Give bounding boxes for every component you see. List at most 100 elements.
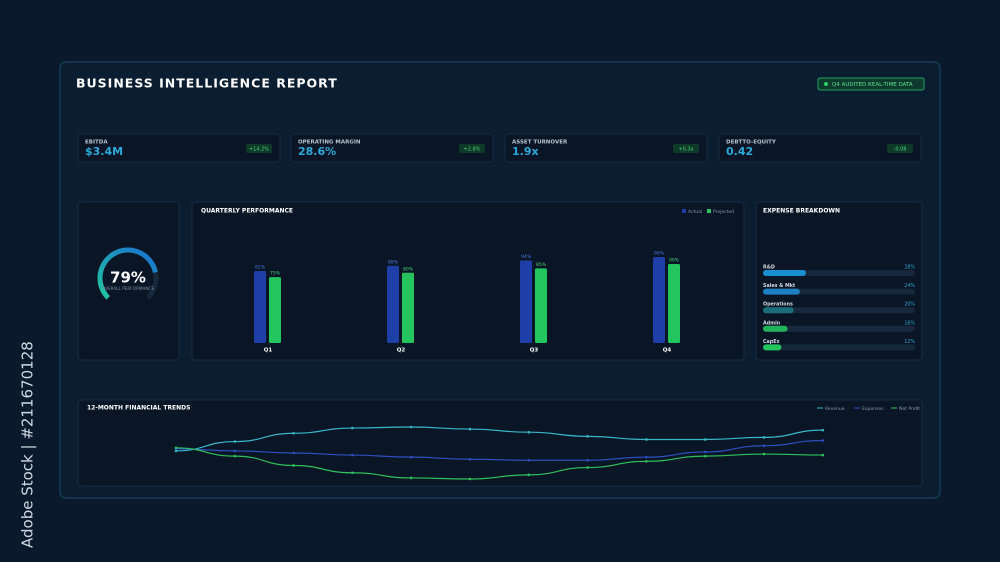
trend-point — [821, 453, 825, 457]
bar-label: 85% — [536, 262, 547, 268]
bar — [653, 257, 665, 343]
bar-label: 94% — [521, 254, 532, 260]
kpi-label: ASSET TURNOVER — [512, 140, 568, 146]
trend-point — [703, 438, 707, 441]
trend-point — [351, 426, 354, 430]
trend-point — [468, 477, 472, 481]
kpi-change: -0.08 — [894, 146, 907, 152]
x-tick-label: Q1 — [264, 348, 273, 354]
trend-point — [174, 449, 178, 453]
legend-swatch — [682, 209, 686, 213]
kpi-change: +0.3x — [678, 146, 693, 152]
bar-track — [763, 307, 915, 314]
trend-point — [645, 455, 648, 459]
bar — [402, 272, 414, 343]
bar — [763, 270, 806, 276]
chart-title: 12-MONTH FINANCIAL TRENDS — [87, 405, 190, 412]
bar — [763, 325, 788, 332]
chart-title: QUARTERLY PERFORMANCE — [201, 208, 293, 215]
trend-point — [292, 451, 295, 455]
bar — [269, 277, 281, 343]
trend-point — [527, 458, 531, 462]
trend-point — [233, 454, 237, 458]
category-label: CapEx — [763, 339, 780, 345]
trend-point — [586, 458, 589, 462]
x-tick-label: Q4 — [663, 348, 672, 354]
trend-point — [233, 440, 237, 443]
trend-point — [703, 454, 707, 458]
kpi-value: 1.9x — [512, 145, 539, 158]
kpi-change-bg — [246, 144, 272, 153]
badge — [817, 77, 925, 91]
value-label: 24% — [904, 283, 915, 289]
kpi-label: OPERATING MARGIN — [298, 140, 361, 146]
bar-label: 90% — [669, 258, 680, 264]
value-label: 16% — [904, 320, 915, 326]
bar-label: 75% — [270, 271, 281, 277]
badge-dot — [824, 82, 828, 86]
trend-point — [409, 425, 413, 429]
bar — [668, 264, 680, 343]
trend-point — [762, 452, 766, 456]
bar — [254, 271, 266, 343]
bar-label: 82% — [255, 265, 266, 271]
bar-label: 80% — [403, 266, 414, 272]
kpi-card — [77, 133, 281, 163]
trend-point — [409, 455, 413, 459]
trend-point — [821, 439, 825, 442]
kpi-card — [290, 133, 494, 163]
trend-point — [233, 449, 237, 453]
bar-label: 88% — [388, 259, 399, 265]
trend-point — [409, 476, 413, 480]
report-title: BUSINESS INTELLIGENCE REPORT — [76, 76, 338, 91]
kpi-card — [718, 133, 922, 163]
category-label: Admin — [763, 320, 781, 326]
gauge-card — [77, 201, 180, 361]
kpi-value: 0.42 — [726, 145, 753, 158]
trend-point — [821, 428, 825, 432]
category-label: Operations — [763, 302, 793, 308]
chart-title: EXPENSE BREAKDOWN — [763, 208, 840, 215]
expense-card — [755, 201, 923, 361]
trend-line — [175, 426, 823, 452]
x-tick-label: Q2 — [397, 348, 406, 354]
gauge-label: OVERALL PERFORMANCE — [102, 286, 155, 291]
kpi-label: DEBTTO-EQUITY — [726, 140, 777, 146]
bar — [520, 260, 532, 343]
legend-label: Revenue — [825, 406, 845, 412]
badge-text: Q4 AUDITED REAL-TIME DATA — [832, 82, 913, 88]
trend-point — [468, 457, 472, 461]
trend-point — [292, 431, 295, 435]
trend-point — [527, 473, 531, 477]
legend-swatch — [707, 209, 711, 213]
bar-label: 98% — [654, 251, 665, 257]
kpi-change: +2.8% — [464, 146, 481, 152]
bar — [535, 268, 547, 343]
bar-track — [763, 325, 915, 332]
trend-point — [292, 464, 295, 467]
trend-point — [351, 453, 354, 457]
legend-label: Net Profit — [899, 406, 920, 412]
trend-point — [351, 471, 354, 475]
value-label: 12% — [904, 339, 915, 345]
watermark: Adobe Stock | #211670128 — [19, 341, 37, 548]
category-label: Sales & Mkt — [763, 283, 796, 289]
x-tick-label: Q3 — [530, 348, 539, 354]
kpi-label: EBITDA — [85, 140, 108, 146]
trend-point — [762, 436, 766, 439]
legend-label: Expenses — [862, 406, 884, 412]
trend-point — [645, 460, 648, 463]
kpi-change-bg — [673, 144, 699, 153]
bar — [763, 344, 782, 351]
bar-card — [191, 201, 745, 361]
trend-card — [77, 399, 923, 487]
category-label: R&D — [763, 265, 775, 271]
trend-line — [175, 439, 823, 461]
trend-point — [586, 466, 589, 469]
trend-point — [468, 427, 472, 431]
gauge-value: 79% — [110, 269, 146, 287]
trend-point — [645, 438, 648, 441]
trend-point — [703, 450, 707, 454]
trend-point — [586, 435, 589, 438]
